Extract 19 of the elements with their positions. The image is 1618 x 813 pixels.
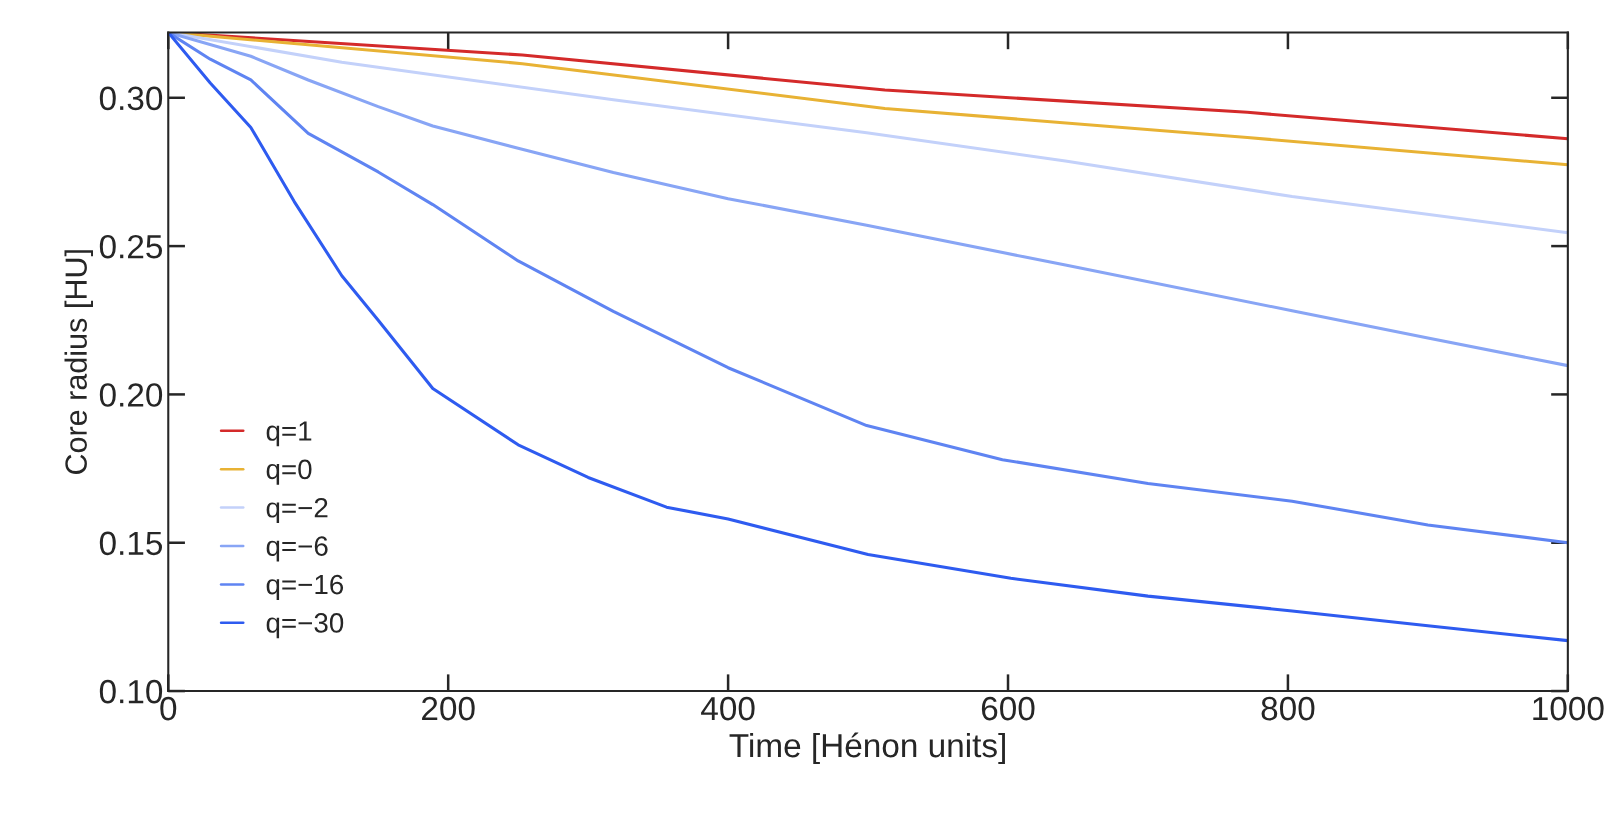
legend-label: q=1 xyxy=(266,421,312,447)
x-tick-label: 600 xyxy=(981,696,1035,721)
y-tick-label: 0.20 xyxy=(99,383,163,407)
legend-label: q=0 xyxy=(266,459,312,485)
y-tick-label: 0.10 xyxy=(99,679,163,704)
x-tick-label: 0 xyxy=(160,696,177,721)
x-tick-label: 1000 xyxy=(1533,696,1604,721)
legend-label: q=−6 xyxy=(266,536,328,562)
x-tick-label: 400 xyxy=(701,696,755,721)
legend-label: q=−16 xyxy=(266,574,344,600)
x-tick-label: 200 xyxy=(422,696,475,721)
y-tick-label: 0.30 xyxy=(99,86,163,111)
x-tick-label: 800 xyxy=(1261,696,1315,721)
x-axis-title: Time [Hénon units] xyxy=(729,732,1005,764)
legend-label: q=−2 xyxy=(266,497,328,524)
y-tick-label: 0.15 xyxy=(99,531,163,556)
legend-label: q=−30 xyxy=(266,613,344,639)
y-axis-title: Core radius [HU] xyxy=(64,250,93,474)
y-tick-label: 0.25 xyxy=(99,234,163,259)
